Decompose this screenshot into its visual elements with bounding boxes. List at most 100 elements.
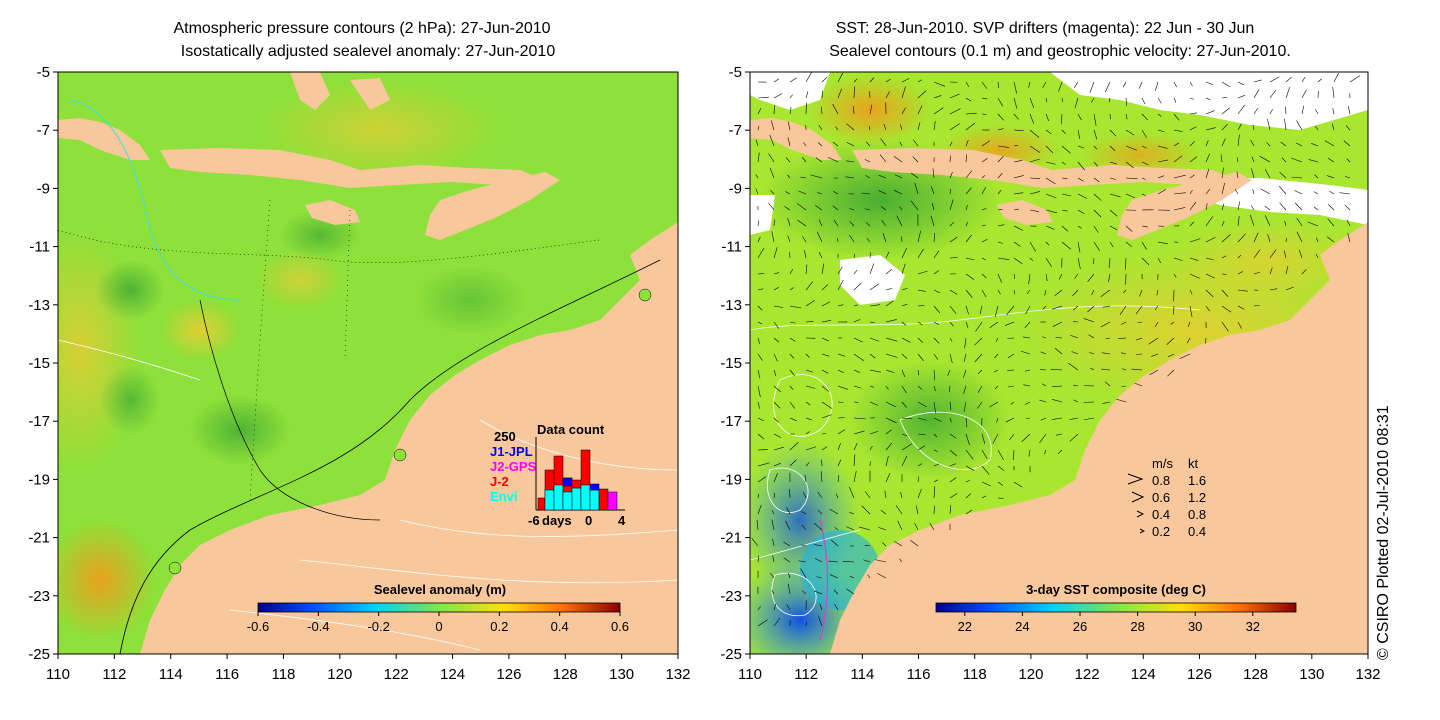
velocity-arrow [1077, 193, 1088, 199]
velocity-arrow [933, 250, 940, 259]
velocity-arrow [1077, 161, 1085, 171]
velocity-arrow [1105, 337, 1111, 340]
velocity-arrow [1100, 321, 1111, 328]
velocity-arrow [1116, 398, 1127, 403]
velocity-arrow [757, 247, 765, 259]
velocity-arrow [885, 369, 895, 373]
velocity-arrow [917, 305, 925, 307]
velocity-arrow [1125, 113, 1128, 120]
velocity-arrow [869, 263, 875, 275]
right-x-tick-label: 118 [963, 666, 987, 683]
right-y-tick-label: -7 [729, 122, 742, 139]
velocity-arrow [1102, 305, 1111, 308]
velocity-arrow [997, 145, 1009, 148]
velocity-arrow [1189, 126, 1197, 131]
velocity-arrow [1189, 81, 1193, 87]
velocity-arrow [1264, 169, 1271, 179]
velocity-arrow [910, 172, 919, 179]
velocity-arrow [1139, 289, 1143, 297]
velocity-arrow [821, 301, 831, 307]
velocity-arrow [1044, 289, 1047, 296]
velocity-arrow [837, 237, 839, 243]
velocity-arrow [1237, 123, 1242, 131]
velocity-arrow [1013, 192, 1024, 195]
velocity-arrow [885, 442, 893, 451]
velocity-arrow [997, 481, 1003, 486]
right-title-line1: SST: 28-Jun-2010. SVP drifters (magenta)… [836, 20, 1255, 37]
velocity-arrow [1009, 433, 1015, 441]
velocity-arrow [1074, 81, 1079, 88]
velocity-arrow [769, 134, 775, 147]
velocity-arrow [899, 124, 903, 131]
velocity-arrow [933, 305, 941, 314]
velocity-arrow [1061, 193, 1072, 197]
velocity-arrow [1189, 190, 1193, 195]
velocity-arrow [1093, 241, 1100, 251]
velocity-arrow [1167, 369, 1175, 377]
velocity-arrow [1205, 110, 1215, 115]
velocity-arrow [868, 125, 871, 131]
velocity-arrow [757, 220, 760, 227]
velocity-arrow [1221, 107, 1230, 115]
velocity-arrow [1039, 433, 1047, 443]
velocity-arrow [1072, 289, 1079, 297]
velocity-arrow [1077, 129, 1081, 139]
velocity-arrow [773, 493, 776, 499]
velocity-arrow [885, 300, 894, 307]
left-y-tick-label: -9 [37, 180, 50, 197]
velocity-arrow [1077, 241, 1081, 253]
velocity-arrow [1013, 144, 1018, 147]
credit-text: © CSIRO Plotted 02-Jul-2010 08:31 [1375, 405, 1392, 660]
velocity-arrow [933, 270, 939, 275]
velocity-arrow [981, 495, 987, 499]
velocity-arrow [997, 224, 1005, 227]
velocity-arrow [837, 475, 840, 483]
velocity-arrow [1205, 216, 1213, 227]
velocity-arrow [1042, 336, 1047, 339]
velocity-arrow [821, 414, 832, 419]
velocity-arrow [965, 509, 973, 515]
velocity-arrow [933, 369, 936, 381]
velocity-arrow [1253, 79, 1262, 83]
velocity-arrow [1221, 220, 1225, 227]
velocity-arrow [1173, 174, 1186, 179]
velocity-arrow [1138, 81, 1143, 89]
velocity-arrow [913, 139, 919, 147]
velocity-arrow [837, 353, 845, 357]
velocity-arrow [773, 78, 780, 83]
right-x-tick-label: 116 [907, 666, 931, 683]
right-map [749, 71, 1369, 655]
velocity-arrow [757, 125, 760, 131]
velocity-arrow [1187, 321, 1191, 327]
velocity-arrow [917, 401, 927, 408]
velocity-arrow [1301, 89, 1307, 99]
velocity-arrow [1346, 158, 1351, 163]
velocity-arrow [994, 353, 999, 359]
velocity-arrow [914, 523, 919, 531]
velocity-arrow [1315, 237, 1319, 243]
velocity-arrow [1264, 205, 1271, 211]
velocity-arrow [789, 489, 791, 499]
velocity-arrow [931, 186, 935, 195]
velocity-arrow [1269, 109, 1273, 115]
velocity-arrow [1221, 138, 1226, 147]
velocity-arrow [1100, 289, 1111, 298]
velocity-arrow [1060, 113, 1063, 124]
velocity-arrow [949, 236, 958, 243]
right-x-tick-label: 130 [1299, 666, 1324, 683]
velocity-arrow [1349, 75, 1361, 83]
velocity-arrow [1221, 255, 1227, 259]
velocity-arrow [931, 202, 935, 211]
velocity-arrow [1093, 145, 1098, 150]
velocity-arrow [1121, 321, 1127, 325]
velocity-arrow [797, 219, 807, 227]
velocity-arrow [787, 174, 791, 179]
velocity-arrow [817, 491, 823, 499]
velocity-arrow [885, 288, 892, 291]
velocity-arrow [917, 337, 924, 343]
velocity-arrow [917, 289, 926, 292]
velocity-arrow [1024, 369, 1031, 372]
velocity-arrow [981, 208, 987, 211]
velocity-arrow [1088, 334, 1095, 339]
velocity-arrow [882, 233, 887, 243]
